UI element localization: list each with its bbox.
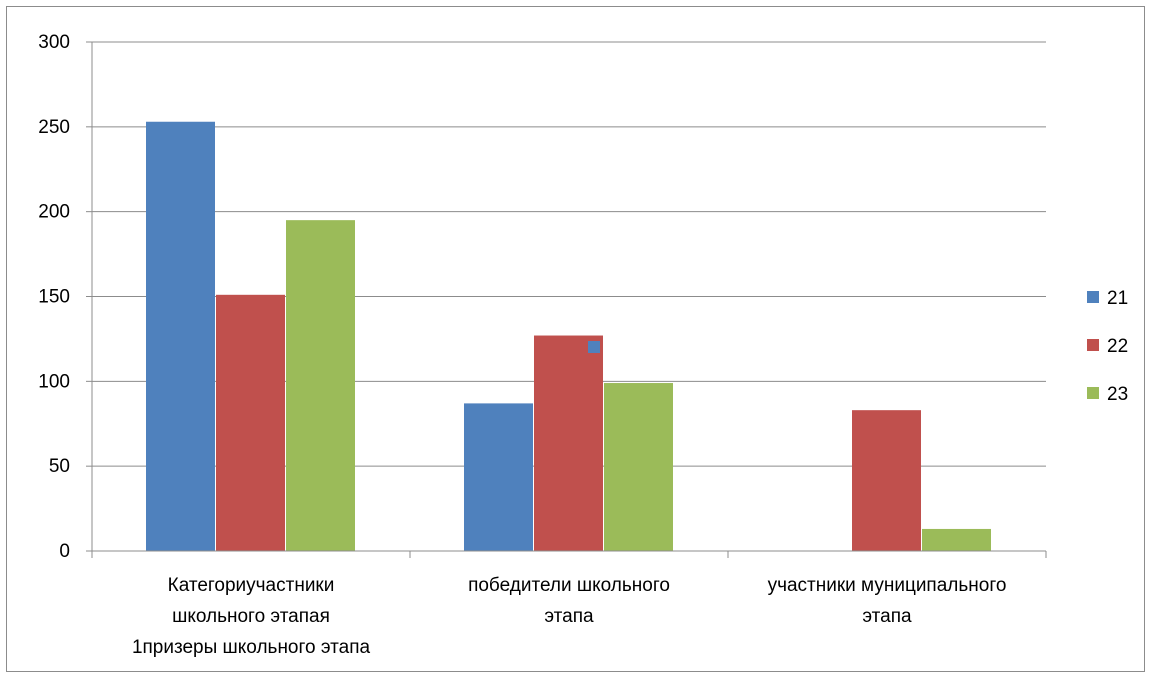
category-label-line: этапа [862, 606, 912, 627]
y-tick-label: 250 [38, 117, 70, 138]
category-label: участники муниципального этапа [768, 575, 1007, 627]
bar-series-21-cat-1 [464, 403, 533, 551]
legend-label-21: 21 [1107, 288, 1128, 309]
category-label-line: этапа [544, 606, 594, 627]
category-labels: Категориучастники школьного этапая 1призер… [132, 575, 1006, 658]
category-label: Категориучастники школьного этапая 1призер… [132, 575, 371, 658]
y-tick-label: 100 [38, 371, 70, 392]
bar-series-23-cat-2 [922, 528, 991, 551]
category-label-line: победители школьного [468, 575, 670, 596]
stray-square-marker [588, 341, 600, 353]
bar-series-23-cat-0 [286, 220, 355, 551]
category-label-line: Категориучастники [168, 575, 335, 596]
bar-series-22-cat-2 [852, 410, 921, 551]
y-tick-label: 150 [38, 287, 70, 308]
bars [146, 121, 991, 551]
y-tick-label: 0 [59, 541, 70, 562]
bar-series-22-cat-1 [534, 335, 603, 551]
y-tick-label: 50 [49, 456, 70, 477]
y-tick-labels: 0 50 100 150 200 250 300 [38, 32, 70, 562]
legend-label-23: 23 [1107, 384, 1128, 405]
legend-label-22: 22 [1107, 336, 1128, 357]
category-label-line: школьного этапая [172, 606, 330, 627]
legend-swatch-21 [1087, 291, 1099, 303]
category-label-line: участники муниципального [768, 575, 1007, 596]
bar-series-23-cat-1 [604, 383, 673, 551]
axes [86, 41, 1047, 558]
category-label: победители школьного этапа [468, 575, 670, 627]
legend-swatch-22 [1087, 339, 1099, 351]
legend: 21 22 23 [1087, 288, 1128, 405]
bar-series-21-cat-0 [146, 121, 215, 551]
annotations [588, 341, 600, 353]
y-tick-label: 200 [38, 202, 70, 223]
legend-swatch-23 [1087, 387, 1099, 399]
category-label-line: 1призеры школьного этапа [132, 637, 371, 658]
y-tick-label: 300 [38, 32, 70, 53]
bar-series-22-cat-0 [216, 294, 285, 551]
